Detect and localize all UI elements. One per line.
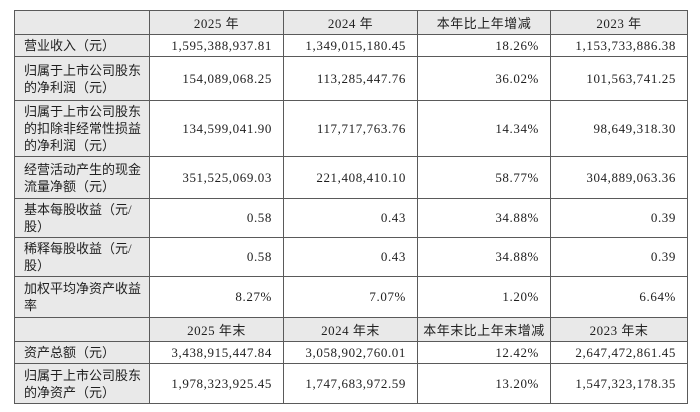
cell-yoy-change: 18.26% bbox=[417, 34, 551, 57]
row-label: 稀释每股收益（元/股） bbox=[14, 237, 150, 277]
cell-2024-end: 1,747,683,972.59 bbox=[283, 363, 418, 404]
cell-2024: 113,285,447.76 bbox=[283, 56, 418, 101]
col-header-2025-end: 2025 年末 bbox=[149, 317, 284, 342]
table-row-diluted-eps: 稀释每股收益（元/股） 0.58 0.43 34.88% 0.39 bbox=[14, 237, 688, 277]
cell-2025-end: 3,438,915,447.84 bbox=[149, 341, 284, 364]
cell-2025: 154,089,068.25 bbox=[149, 56, 284, 101]
cell-2024: 0.43 bbox=[283, 237, 418, 277]
col-header-yoy-change: 本年比上年增减 bbox=[417, 10, 551, 35]
period-header-row: 2025 年 2024 年 本年比上年增减 2023 年 bbox=[14, 10, 688, 35]
cell-2024: 221,408,410.10 bbox=[283, 156, 418, 199]
financial-summary-table: 2025 年 2024 年 本年比上年增减 2023 年 营业收入（元） 1,5… bbox=[14, 10, 688, 404]
cell-2023: 304,889,063.36 bbox=[550, 156, 688, 199]
cell-yoy-change: 34.88% bbox=[417, 237, 551, 277]
col-header-2023: 2023 年 bbox=[550, 10, 688, 35]
cell-2023: 6.64% bbox=[550, 276, 688, 318]
col-header-2023-end: 2023 年末 bbox=[550, 317, 688, 342]
col-header-2024-end: 2024 年末 bbox=[283, 317, 418, 342]
cell-yoy-change: 14.34% bbox=[417, 100, 551, 157]
cell-yoy-change: 36.02% bbox=[417, 56, 551, 101]
cell-2025: 0.58 bbox=[149, 198, 284, 238]
row-label: 基本每股收益（元/股） bbox=[14, 198, 150, 238]
cell-2023: 101,563,741.25 bbox=[550, 56, 688, 101]
cell-2023: 98,649,318.30 bbox=[550, 100, 688, 157]
cell-2025: 8.27% bbox=[149, 276, 284, 318]
cell-2023: 1,153,733,886.38 bbox=[550, 34, 688, 57]
col-header-2025: 2025 年 bbox=[149, 10, 284, 35]
cell-end-change: 13.20% bbox=[417, 363, 551, 404]
cell-2024-end: 3,058,902,760.01 bbox=[283, 341, 418, 364]
row-label: 经营活动产生的现金流量净额（元） bbox=[14, 156, 150, 199]
table-row-weighted-avg-roe: 加权平均净资产收益率 8.27% 7.07% 1.20% 6.64% bbox=[14, 276, 688, 318]
cell-2023: 0.39 bbox=[550, 237, 688, 277]
col-header-end-change: 本年末比上年末增减 bbox=[417, 317, 551, 342]
table-row-net-profit-excl-nonrecurring: 归属于上市公司股东的扣除非经常性损益的净利润（元） 134,599,041.90… bbox=[14, 100, 688, 157]
table-row-revenue: 营业收入（元） 1,595,388,937.81 1,349,015,180.4… bbox=[14, 34, 688, 57]
cell-2024: 7.07% bbox=[283, 276, 418, 318]
table-row-basic-eps: 基本每股收益（元/股） 0.58 0.43 34.88% 0.39 bbox=[14, 198, 688, 238]
cell-2025: 134,599,041.90 bbox=[149, 100, 284, 157]
corner-cell bbox=[14, 10, 150, 35]
col-header-2024: 2024 年 bbox=[283, 10, 418, 35]
row-label: 归属于上市公司股东的扣除非经常性损益的净利润（元） bbox=[14, 100, 150, 157]
period-end-header-row: 2025 年末 2024 年末 本年末比上年末增减 2023 年末 bbox=[14, 317, 688, 342]
row-label: 归属于上市公司股东的净资产（元） bbox=[14, 363, 150, 404]
cell-2024: 1,349,015,180.45 bbox=[283, 34, 418, 57]
row-label: 归属于上市公司股东的净利润（元） bbox=[14, 56, 150, 101]
table-row-net-assets: 归属于上市公司股东的净资产（元） 1,978,323,925.45 1,747,… bbox=[14, 363, 688, 404]
table-row-net-profit: 归属于上市公司股东的净利润（元） 154,089,068.25 113,285,… bbox=[14, 56, 688, 101]
cell-2025-end: 1,978,323,925.45 bbox=[149, 363, 284, 404]
row-label: 资产总额（元） bbox=[14, 341, 150, 364]
table-row-total-assets: 资产总额（元） 3,438,915,447.84 3,058,902,760.0… bbox=[14, 341, 688, 364]
corner-cell bbox=[14, 317, 150, 342]
cell-2025: 351,525,069.03 bbox=[149, 156, 284, 199]
table-row-operating-cash-flow: 经营活动产生的现金流量净额（元） 351,525,069.03 221,408,… bbox=[14, 156, 688, 199]
row-label: 营业收入（元） bbox=[14, 34, 150, 57]
cell-end-change: 12.42% bbox=[417, 341, 551, 364]
cell-yoy-change: 34.88% bbox=[417, 198, 551, 238]
cell-yoy-change: 58.77% bbox=[417, 156, 551, 199]
cell-2023-end: 2,647,472,861.45 bbox=[550, 341, 688, 364]
cell-2023: 0.39 bbox=[550, 198, 688, 238]
cell-yoy-change: 1.20% bbox=[417, 276, 551, 318]
cell-2023-end: 1,547,323,178.35 bbox=[550, 363, 688, 404]
row-label: 加权平均净资产收益率 bbox=[14, 276, 150, 318]
cell-2024: 117,717,763.76 bbox=[283, 100, 418, 157]
cell-2025: 1,595,388,937.81 bbox=[149, 34, 284, 57]
cell-2025: 0.58 bbox=[149, 237, 284, 277]
cell-2024: 0.43 bbox=[283, 198, 418, 238]
